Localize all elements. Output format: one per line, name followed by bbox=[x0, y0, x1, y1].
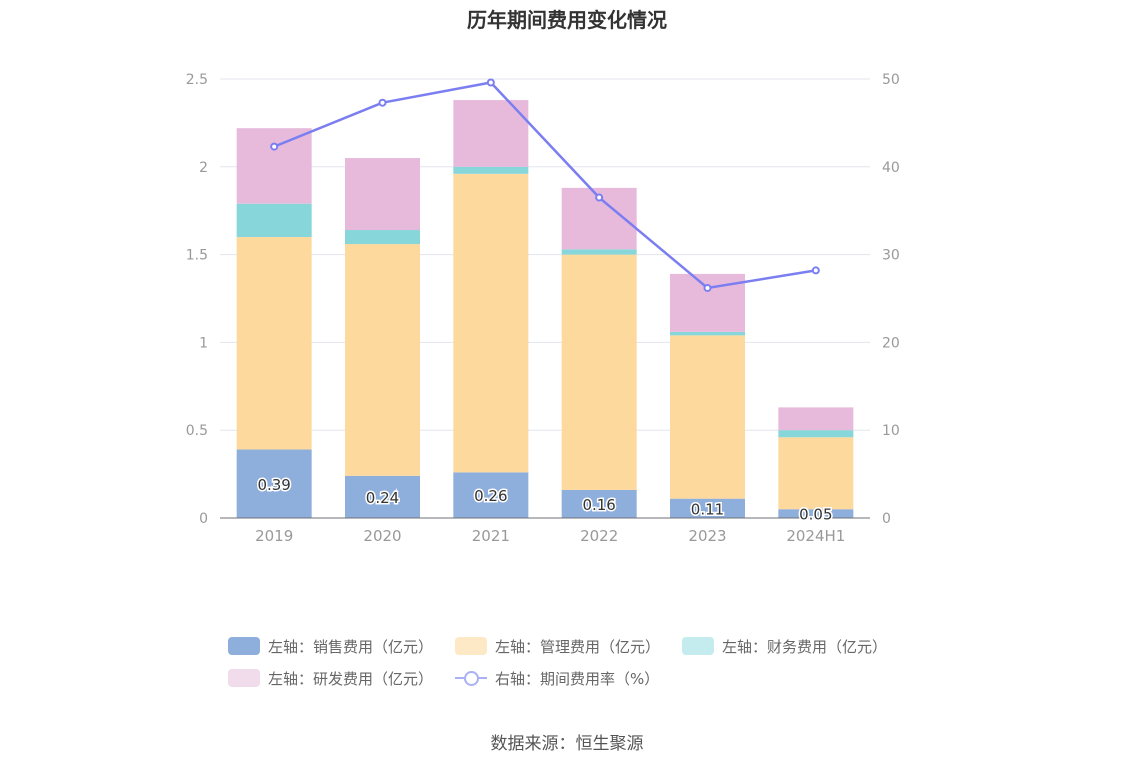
rate-point bbox=[595, 193, 604, 202]
chart-plot: 0 0.5 1 1.5 2 2.5 0 10 20 30 40 50 2019 2020 2021 2022 2… bbox=[186, 72, 900, 545]
bar-sales bbox=[670, 498, 745, 518]
legend-item-rate[interactable]: 右轴：期间费用率（%） bbox=[455, 668, 659, 689]
legend-item-sales[interactable]: 左轴：销售费用（亿元） bbox=[228, 636, 433, 657]
bar-finance bbox=[236, 203, 312, 238]
legend-item-admin[interactable]: 左轴：管理费用（亿元） bbox=[455, 636, 660, 657]
bar-admin bbox=[670, 335, 745, 499]
legend: 左轴：销售费用（亿元） 左轴：管理费用（亿元） 左轴：财务费用（亿元） 左轴：研… bbox=[228, 630, 928, 694]
bar-sales bbox=[778, 509, 854, 518]
y-left-tick-label: 2.5 bbox=[186, 72, 208, 88]
bar-sales bbox=[561, 489, 637, 518]
x-tick-label: 2019 bbox=[255, 527, 293, 545]
y-right-tick-label: 0 bbox=[882, 511, 891, 527]
data-label-sales: 0.24 bbox=[366, 489, 399, 507]
rate-point bbox=[703, 283, 712, 292]
bar-admin bbox=[236, 237, 312, 450]
legend-label-finance: 左轴：财务费用（亿元） bbox=[722, 637, 888, 656]
legend-marker-rate bbox=[464, 671, 480, 686]
legend-swatch-rd bbox=[228, 669, 260, 687]
legend-label-rate: 右轴：期间费用率（%） bbox=[495, 669, 660, 688]
bar-sales bbox=[453, 472, 529, 518]
rate-point bbox=[811, 266, 820, 275]
data-label-sales: 0.05 bbox=[799, 506, 832, 524]
x-tick-label: 2021 bbox=[472, 527, 510, 545]
x-tick-label: 2023 bbox=[688, 527, 726, 545]
y-left-tick-label: 1.5 bbox=[186, 248, 208, 264]
legend-label-rd: 左轴：研发费用（亿元） bbox=[268, 669, 434, 688]
y-right-tick-label: 30 bbox=[882, 248, 900, 264]
bar-rd bbox=[778, 407, 854, 431]
x-tick-label: 2022 bbox=[580, 527, 618, 545]
x-tick-label: 2024H1 bbox=[786, 527, 845, 545]
bar-admin bbox=[778, 437, 854, 510]
legend-swatch-rate bbox=[455, 669, 488, 687]
bar-finance bbox=[778, 430, 854, 438]
bar-sales bbox=[345, 475, 420, 518]
series-line-rate bbox=[273, 81, 817, 290]
legend-item-rd[interactable]: 左轴：研发费用（亿元） bbox=[228, 668, 433, 689]
rate-point bbox=[270, 142, 279, 151]
y-right-tick-label: 50 bbox=[882, 72, 900, 88]
legend-swatch-admin bbox=[455, 637, 488, 655]
legend-swatch-finance bbox=[682, 637, 715, 655]
y-left-tick-label: 2 bbox=[199, 160, 208, 176]
data-label-sales: 0.26 bbox=[474, 487, 507, 505]
y-left-tick-label: 0.5 bbox=[186, 423, 208, 439]
legend-label-sales: 左轴：销售费用（亿元） bbox=[268, 637, 434, 656]
data-source: 数据来源：恒生聚源 bbox=[490, 734, 644, 754]
x-tick-label: 2020 bbox=[363, 527, 401, 545]
bar-admin bbox=[453, 173, 529, 473]
bar-finance bbox=[670, 331, 745, 336]
data-label-sales: 0.16 bbox=[582, 496, 615, 514]
data-label-sales: 0.11 bbox=[691, 500, 724, 518]
bar-finance bbox=[453, 166, 529, 174]
bar-admin bbox=[345, 244, 420, 476]
chart-title: 历年期间费用变化情况 bbox=[467, 8, 667, 32]
rate-point bbox=[378, 98, 387, 107]
bar-rd bbox=[345, 158, 420, 231]
legend-label-admin: 左轴：管理费用（亿元） bbox=[495, 637, 661, 656]
y-right-tick-label: 10 bbox=[882, 423, 900, 439]
rate-point bbox=[486, 78, 495, 87]
legend-row: 左轴：销售费用（亿元） 左轴：管理费用（亿元） 左轴：财务费用（亿元） bbox=[228, 630, 928, 662]
y-left-tick-label: 0 bbox=[199, 511, 208, 527]
bar-finance bbox=[345, 230, 420, 245]
legend-swatch-sales bbox=[228, 637, 260, 655]
legend-item-finance[interactable]: 左轴：财务费用（亿元） bbox=[682, 636, 887, 657]
data-label-sales: 0.39 bbox=[257, 476, 290, 494]
bar-sales bbox=[236, 449, 312, 518]
legend-row: 左轴：研发费用（亿元） 右轴：期间费用率（%） bbox=[228, 662, 928, 694]
bar-admin bbox=[561, 254, 637, 490]
y-right-tick-label: 20 bbox=[882, 335, 900, 351]
y-right-tick-label: 40 bbox=[882, 160, 900, 176]
bar-finance bbox=[561, 249, 637, 255]
y-left-tick-label: 1 bbox=[199, 335, 208, 351]
bar-rd bbox=[236, 128, 312, 204]
bar-rd bbox=[453, 100, 529, 167]
